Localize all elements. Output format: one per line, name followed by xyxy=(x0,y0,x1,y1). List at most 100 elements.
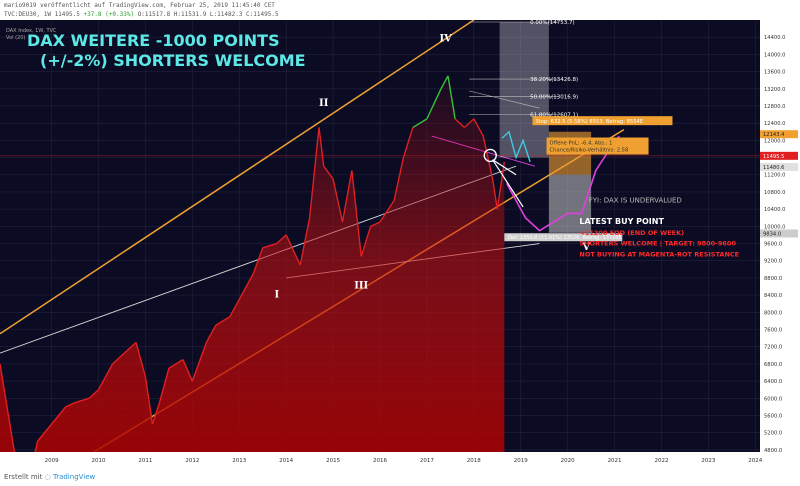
pnl-box xyxy=(546,137,649,155)
arrow-to-buy xyxy=(492,159,524,208)
x-tick-label: 2012 xyxy=(185,458,199,464)
price-line-segment xyxy=(135,342,147,377)
headline-line1: DAX WEITERE -1000 POINTS xyxy=(27,31,280,50)
headline-line2: (+/-2%) SHORTERS WELCOME xyxy=(40,51,306,70)
buy-line1: <11200 EOD (END OF WEEK) xyxy=(579,229,684,237)
price-line-segment xyxy=(215,315,231,326)
price-line-segment xyxy=(299,217,311,266)
price-line-segment xyxy=(0,363,15,450)
wave-label: II xyxy=(319,98,329,109)
symbol-text: TVC:DEU30, 1W 11495.5 xyxy=(4,11,80,18)
target-bottom-text: Ziel: 1350.8 (11.91%) 13526, Betrag: 137… xyxy=(507,235,621,241)
price-tag-label: 11495.5 xyxy=(763,154,784,160)
y-tick-label: 11200.0 xyxy=(764,173,785,179)
y-axis-panel xyxy=(760,20,800,466)
x-tick-label: 2019 xyxy=(514,458,528,464)
price-line-segment xyxy=(238,273,254,300)
price-line-segment xyxy=(440,75,449,90)
price-line-segment xyxy=(144,376,154,425)
price-chart[interactable]: 0.00%(14753.7) 38.20%(13426.8) 50.00%(1301… xyxy=(0,20,800,466)
series xyxy=(0,75,620,466)
y-tick-label: 14000.0 xyxy=(764,52,785,58)
price-line-segment xyxy=(341,170,353,223)
y-tick-label: 5200.0 xyxy=(764,431,782,437)
fib-zone xyxy=(499,22,549,158)
x-tick-label: 2017 xyxy=(420,458,434,464)
price-line-segment xyxy=(191,342,208,382)
price-line-segment xyxy=(379,200,395,223)
price-line-segment xyxy=(276,234,287,245)
pnl-box-text2: Chance/Risiko-Verhältnis: 2.58 xyxy=(550,148,629,154)
price-line-segment xyxy=(151,402,161,425)
y-tick-label: 7600.0 xyxy=(764,327,782,333)
price-line-segment xyxy=(393,157,405,201)
price-tag xyxy=(760,130,798,139)
y-tick-label: 9200.0 xyxy=(764,259,782,265)
price-area-fill xyxy=(0,75,505,466)
price-line-segment xyxy=(491,178,498,210)
price-tag-label: 9834.0 xyxy=(763,231,781,237)
y-tick-label: 9600.0 xyxy=(764,242,782,248)
wave-label: I xyxy=(274,289,279,300)
symbol-line: TVC:DEU30, 1W 11495.5 +37.8 (+0.33%) O:1… xyxy=(4,11,279,18)
x-tick-label: 2023 xyxy=(701,458,715,464)
legend-line1: DAX Index, 1W, TVC xyxy=(6,28,57,34)
footer-brand[interactable]: TradingView xyxy=(52,473,96,481)
price-line-segment xyxy=(74,397,90,404)
y-tick-label: 4800.0 xyxy=(764,448,782,454)
x-tick-label: 2014 xyxy=(279,458,293,464)
y-tick-label: 6800.0 xyxy=(764,362,782,368)
change-text: +37.8 (+0.33%) xyxy=(83,11,135,18)
price-line-segment xyxy=(51,406,67,425)
x-tick-label: 2020 xyxy=(561,458,575,464)
projection-cyan xyxy=(501,130,531,163)
price-line-segment xyxy=(360,226,372,257)
price-line-segment xyxy=(351,170,362,257)
wave-label: IV xyxy=(439,33,452,44)
pnl-box-text1: Offene PnL: -6.4, Abs.: 1 xyxy=(550,141,613,147)
price-line-segment xyxy=(88,389,99,399)
buy-title: LATEST BUY POINT xyxy=(579,217,664,226)
y-tick-label: 13200.0 xyxy=(764,87,785,93)
price-line-segment xyxy=(463,118,475,128)
price-line-segment xyxy=(454,118,465,128)
price-line-segment xyxy=(112,354,123,365)
price-line-segment xyxy=(168,358,184,369)
x-tick-label: 2009 xyxy=(45,458,59,464)
price-line-segment xyxy=(412,118,428,129)
stop-box xyxy=(532,116,673,126)
price-line-segment xyxy=(65,401,76,408)
y-tick-label: 8000.0 xyxy=(764,310,782,316)
trendline-fan xyxy=(469,90,540,109)
y-tick-label: 7200.0 xyxy=(764,345,782,351)
price-tag xyxy=(760,229,798,238)
chart-area[interactable]: 0.00%(14753.7) 38.20%(13426.8) 50.00%(1301… xyxy=(0,20,800,466)
projection-line xyxy=(505,135,620,232)
x-tick-label: 2016 xyxy=(373,458,387,464)
price-line-segment xyxy=(426,88,442,120)
price-line-segment xyxy=(323,165,334,180)
y-tick-label: 10000.0 xyxy=(764,224,785,230)
price-line-segment xyxy=(318,127,325,167)
price-line-segment xyxy=(252,247,264,274)
x-tick-label: 2010 xyxy=(92,458,106,464)
x-tick-label: 2024 xyxy=(748,458,762,464)
price-line-segment xyxy=(308,127,320,218)
x-tick-label: 2013 xyxy=(232,458,246,464)
y-tick-label: 10800.0 xyxy=(764,190,785,196)
price-line-segment xyxy=(158,367,170,403)
y-tick-label: 5600.0 xyxy=(764,413,782,419)
price-line-segment xyxy=(447,75,456,119)
price-tag xyxy=(760,151,798,160)
x-tick-label: 2022 xyxy=(654,458,668,464)
channel-upper xyxy=(0,20,475,335)
buy-line2: SHORTERS WELCOME | TARGET: 9800-9600 xyxy=(579,240,736,249)
tradingview-logo-icon: ◌ xyxy=(44,473,51,481)
price-line-segment xyxy=(473,118,484,137)
y-tick-label: 12400.0 xyxy=(764,121,785,127)
fib-level-label: 50.00%(13016.9) xyxy=(530,95,578,101)
buy-circle-marker xyxy=(483,148,497,163)
price-tag-label: 12143.4 xyxy=(763,132,785,138)
stop-box-text: Stop: 632.5 (5.58%) 8553, Betrag: 8554E xyxy=(535,119,643,125)
price-line-segment xyxy=(182,359,193,382)
